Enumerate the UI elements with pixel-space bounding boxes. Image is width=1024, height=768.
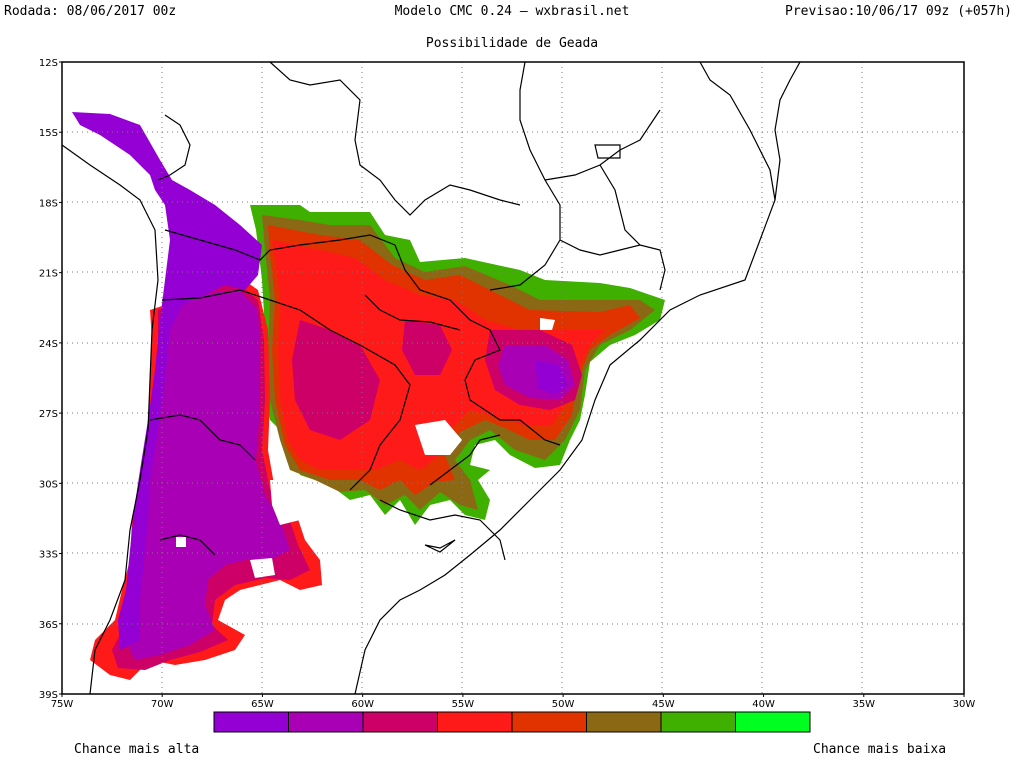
lat-tick-label: 36S [39,620,58,631]
lat-tick-label: 18S [39,198,58,209]
legend-swatch [288,711,364,733]
frost-probability-field [72,112,665,680]
legend-swatch [735,711,811,733]
legend-swatch [511,711,587,733]
lat-tick-label: 30S [39,479,58,490]
lat-tick-label: 15S [39,128,58,139]
coastline-borders [62,62,801,694]
lat-tick-label: 21S [39,269,58,280]
forecast-time-label: Previsao:10/06/17 09z (+057h) [785,4,1012,19]
lon-ticks: 75W 70W 65W 60W 55W 50W 45W 40W 35W 30W [51,694,976,710]
lon-tick-label: 35W [852,699,875,710]
lon-tick-label: 65W [251,699,274,710]
run-date-label: Rodada: 08/06/2017 00z [4,4,177,19]
lat-ticks: 12S 15S 18S 21S 24S 27S 30S 33S 36S 39S [39,58,62,701]
lat-tick-label: 27S [39,409,58,420]
lon-tick-label: 70W [151,699,174,710]
lon-tick-label: 45W [652,699,675,710]
lon-tick-label: 30W [953,699,976,710]
lon-tick-label: 75W [51,699,74,710]
graticule [62,62,964,694]
lon-tick-label: 60W [351,699,374,710]
legend-low-label: Chance mais baixa [813,742,947,757]
lon-tick-label: 55W [452,699,475,710]
legend-swatch [213,711,289,733]
lon-tick-label: 50W [552,699,575,710]
color-legend [213,711,811,733]
legend-high-label: Chance mais alta [74,742,200,757]
legend-swatch [362,711,438,733]
map-frame [61,61,965,695]
lat-tick-label: 33S [39,550,58,561]
map-title: Possibilidade de Geada [425,36,599,51]
lat-tick-label: 12S [39,58,58,69]
lat-tick-label: 24S [39,339,58,350]
legend-swatch [437,711,513,733]
lon-tick-label: 40W [752,699,775,710]
legend-swatch [586,711,662,733]
lat-tick-label: 39S [39,690,58,701]
legend-swatch [660,711,736,733]
model-label: Modelo CMC 0.24 – wxbrasil.net [394,4,630,19]
